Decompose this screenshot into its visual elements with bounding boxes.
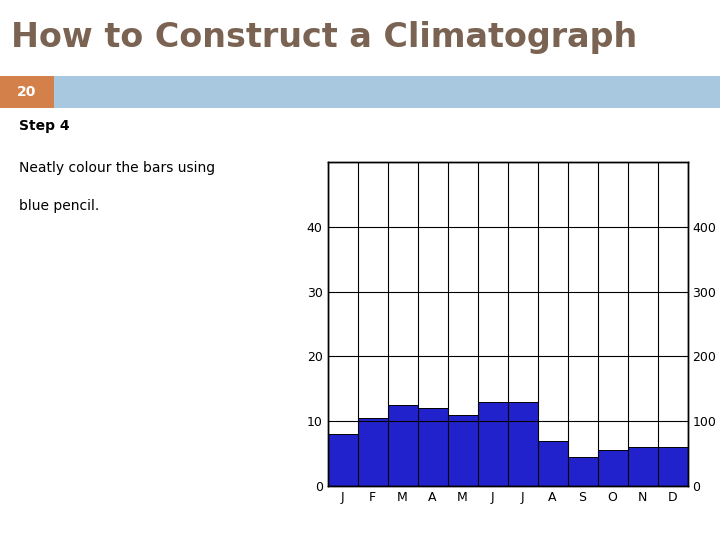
Bar xyxy=(657,447,688,486)
Bar xyxy=(418,408,448,486)
Text: Step 4: Step 4 xyxy=(19,119,70,133)
Bar xyxy=(538,441,567,486)
Bar xyxy=(628,447,657,486)
Text: How to Construct a Climatograph: How to Construct a Climatograph xyxy=(11,21,637,55)
Bar xyxy=(598,450,628,486)
Text: Neatly colour the bars using: Neatly colour the bars using xyxy=(19,161,215,176)
Bar xyxy=(0,76,54,108)
Bar xyxy=(387,405,418,486)
Bar xyxy=(567,457,598,486)
Bar xyxy=(328,434,358,486)
Bar xyxy=(448,415,477,486)
Bar xyxy=(358,418,387,486)
Bar xyxy=(508,402,538,486)
Text: 20: 20 xyxy=(17,85,37,99)
Bar xyxy=(477,402,508,486)
Text: blue pencil.: blue pencil. xyxy=(19,199,99,213)
